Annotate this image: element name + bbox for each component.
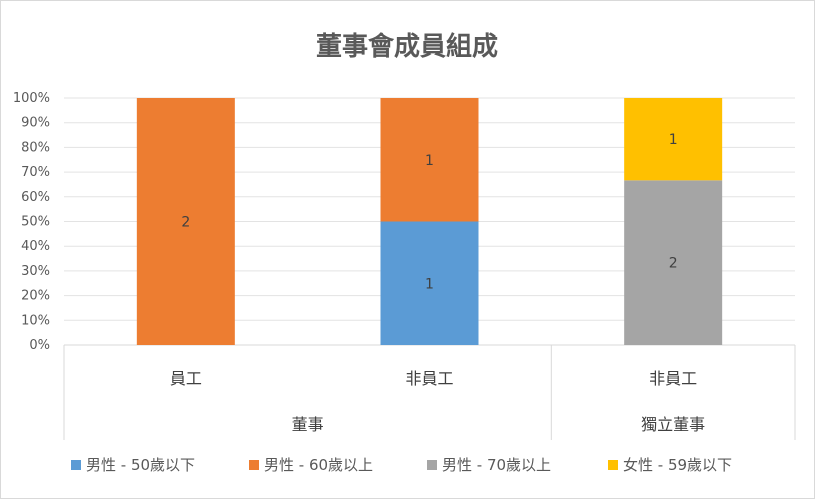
legend-swatch xyxy=(71,460,81,470)
category-label: 非員工 xyxy=(405,369,453,388)
y-tick-label: 20% xyxy=(21,289,50,304)
data-labels: 2 1 1 2 1 xyxy=(181,132,677,292)
legend-label: 男性 - 60歲以上 xyxy=(264,456,373,474)
legend-label: 男性 - 70歲以上 xyxy=(442,456,551,474)
y-tick-label: 80% xyxy=(21,140,50,155)
y-tick-label: 50% xyxy=(21,215,50,230)
bars xyxy=(136,98,723,345)
data-label: 1 xyxy=(669,132,678,148)
data-label: 2 xyxy=(669,256,678,272)
bar-segment xyxy=(380,98,479,222)
data-label: 1 xyxy=(425,276,434,292)
bar-segment xyxy=(624,98,723,181)
legend-swatch xyxy=(427,460,437,470)
bar-segment xyxy=(380,221,479,345)
data-label: 2 xyxy=(181,215,190,231)
legend-swatch xyxy=(608,460,618,470)
legend: 男性 - 50歲以下 男性 - 60歲以上 男性 - 70歲以上 女性 - 59歲以下 xyxy=(71,456,732,474)
y-tick-label: 30% xyxy=(21,264,50,279)
category-label: 員工 xyxy=(170,369,202,388)
y-tick-label: 40% xyxy=(21,239,50,254)
y-tick-label: 10% xyxy=(21,313,50,328)
category-group-label: 獨立董事 xyxy=(641,415,705,434)
chart-title: 董事會成員組成 xyxy=(316,31,498,62)
y-tick-label: 0% xyxy=(29,338,50,353)
bar-segment xyxy=(624,180,723,345)
y-tick-label: 90% xyxy=(21,116,50,131)
legend-label: 女性 - 59歲以下 xyxy=(623,456,732,474)
y-tick-label: 60% xyxy=(21,190,50,205)
category-label: 非員工 xyxy=(649,369,697,388)
y-tick-label: 100% xyxy=(13,91,50,106)
data-label: 1 xyxy=(425,153,434,169)
legend-label: 男性 - 50歲以下 xyxy=(86,456,195,474)
legend-swatch xyxy=(249,460,259,470)
y-axis-ticks: 0% 10% 20% 30% 40% 50% 60% 70% 80% 90% 100% xyxy=(13,91,50,353)
bar-segment xyxy=(136,98,235,345)
category-group-label: 董事 xyxy=(292,415,324,434)
y-tick-label: 70% xyxy=(21,165,50,180)
